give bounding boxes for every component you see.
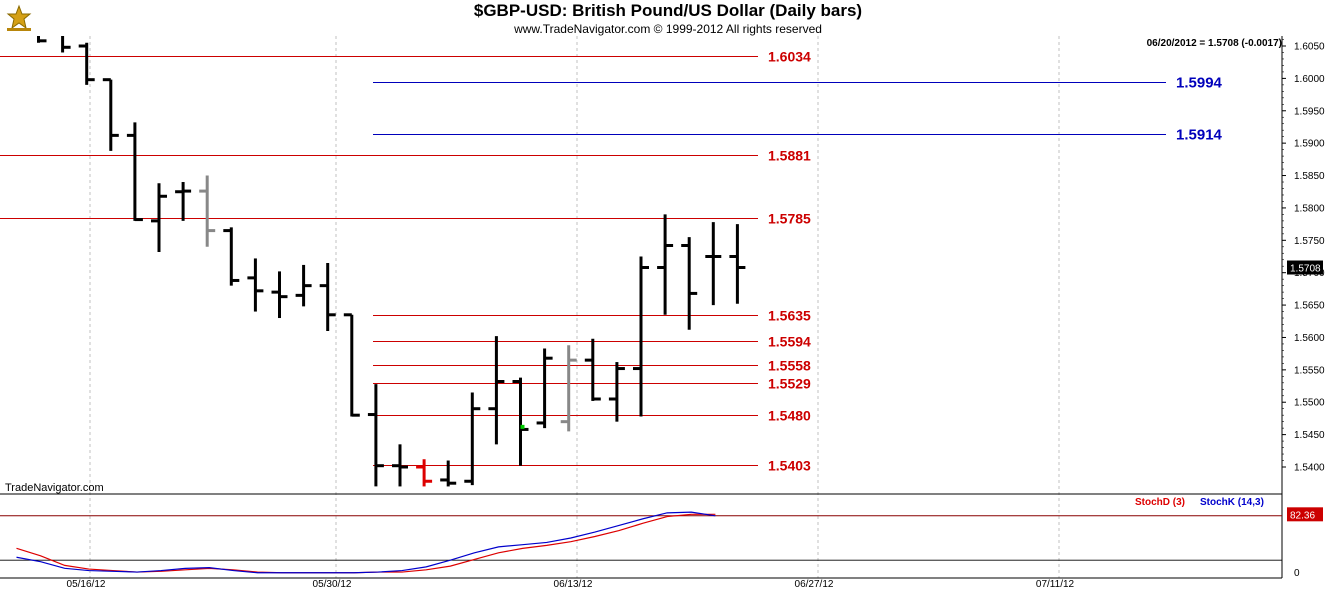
ohlc-bar-05/16/12	[126, 122, 143, 222]
ohlc-bar-06/05/12	[464, 392, 481, 486]
ohlc-bar-06/15/12	[657, 214, 674, 315]
y-tick-label: 1.6000	[1294, 74, 1325, 85]
ohlc-bar-05/14/12	[78, 42, 95, 85]
ohlc-bar-05/29/12	[343, 313, 360, 417]
y-tick-label: 1.5400	[1294, 463, 1325, 474]
osc-scale-label: 0	[1294, 568, 1300, 579]
osc-series-stochk	[16, 511, 716, 574]
level-label-1.5558: 1.5558	[768, 358, 811, 374]
ohlc-bar-06/20/12	[729, 224, 746, 304]
last-price-info: 06/20/2012 = 1.5708 (-0.0017)	[1146, 38, 1282, 49]
x-tick-label: 06/27/12	[795, 579, 834, 590]
ohlc-bar-06/11/12	[560, 345, 577, 432]
level-label-1.6034: 1.6034	[768, 49, 811, 65]
ohlc-bar-05/11/12	[61, 36, 71, 53]
ohlc-bar-05/23/12	[247, 258, 264, 312]
last-price-tag-text: 1.5708	[1290, 264, 1321, 275]
ohlc-bar-05/25/12	[295, 264, 312, 307]
y-tick-label: 1.5900	[1294, 139, 1325, 150]
stochk-legend: StochK (14,3)	[1200, 497, 1264, 508]
osc-last-tag-text: 82.36	[1290, 510, 1315, 521]
y-tick-label: 1.5800	[1294, 203, 1325, 214]
ohlc-bar-06/04/12	[440, 460, 457, 487]
ohlc-bar-05/22/12	[223, 227, 240, 286]
ohlc-bar-05/18/12	[175, 182, 192, 221]
ohlc-bar-05/10/12	[37, 36, 47, 43]
ohlc-bar-05/24/12	[271, 271, 288, 319]
ohlc-bar-06/19/12	[705, 222, 722, 306]
ohlc-bar-06/18/12	[681, 237, 698, 330]
last-price-tag-box	[1287, 260, 1323, 275]
osc-last-tag-box	[1287, 507, 1323, 522]
chart-title: $GBP-USD: British Pound/US Dollar (Daily…	[473, 1, 863, 20]
ohlc-bar-06/08/12	[536, 348, 553, 429]
level-label-1.5785: 1.5785	[768, 211, 811, 227]
level-label-1.5914: 1.5914	[1176, 127, 1223, 144]
level-label-1.5480: 1.5480	[768, 408, 811, 424]
stochd-legend: StochD (3)	[1135, 497, 1185, 508]
level-label-1.5403: 1.5403	[768, 458, 811, 474]
level-label-1.5994: 1.5994	[1176, 75, 1223, 92]
level-label-1.5594: 1.5594	[768, 334, 811, 350]
ohlc-bar-06/07/12	[512, 377, 529, 466]
ohlc-bar-05/17/12	[151, 183, 167, 252]
trade-navigator-logo-icon	[4, 4, 34, 32]
y-tick-label: 1.5450	[1294, 430, 1325, 441]
ohlc-bar-06/13/12	[608, 362, 625, 422]
level-label-1.5635: 1.5635	[768, 308, 811, 324]
y-tick-label: 1.6050	[1294, 42, 1325, 53]
ohlc-bar-05/30/12	[367, 384, 384, 487]
watermark: TradeNavigator.com	[5, 482, 104, 494]
osc-series-stochd	[16, 513, 716, 574]
ohlc-bar-05/28/12	[319, 262, 336, 331]
ohlc-bar-05/31/12	[392, 444, 408, 487]
y-tick-label: 1.5600	[1294, 333, 1325, 344]
x-tick-label: 05/16/12	[67, 579, 106, 590]
y-tick-label: 1.5950	[1294, 106, 1325, 117]
ohlc-bar-06/12/12	[584, 338, 601, 401]
ohlc-bar-06/01/12	[416, 459, 433, 487]
level-label-1.5529: 1.5529	[768, 376, 811, 392]
y-tick-label: 1.5750	[1294, 236, 1325, 247]
x-tick-label: 05/30/12	[313, 579, 352, 590]
x-tick-label: 07/11/12	[1036, 579, 1075, 590]
level-label-1.5881: 1.5881	[768, 148, 811, 164]
ohlc-bar-05/21/12	[199, 175, 216, 247]
y-tick-label: 1.5650	[1294, 301, 1325, 312]
x-tick-label: 06/13/12	[554, 579, 593, 590]
ohlc-bar-06/06/12	[488, 336, 505, 445]
ohlc-bar-05/15/12	[102, 78, 119, 151]
y-tick-label: 1.5850	[1294, 171, 1325, 182]
ohlc-bar-06/14/12	[633, 256, 649, 417]
signal-marker	[520, 424, 525, 429]
chart-subtitle: www.TradeNavigator.com © 1999-2012 All r…	[514, 22, 822, 36]
y-tick-label: 1.5500	[1294, 398, 1325, 409]
y-tick-label: 1.5550	[1294, 365, 1325, 376]
